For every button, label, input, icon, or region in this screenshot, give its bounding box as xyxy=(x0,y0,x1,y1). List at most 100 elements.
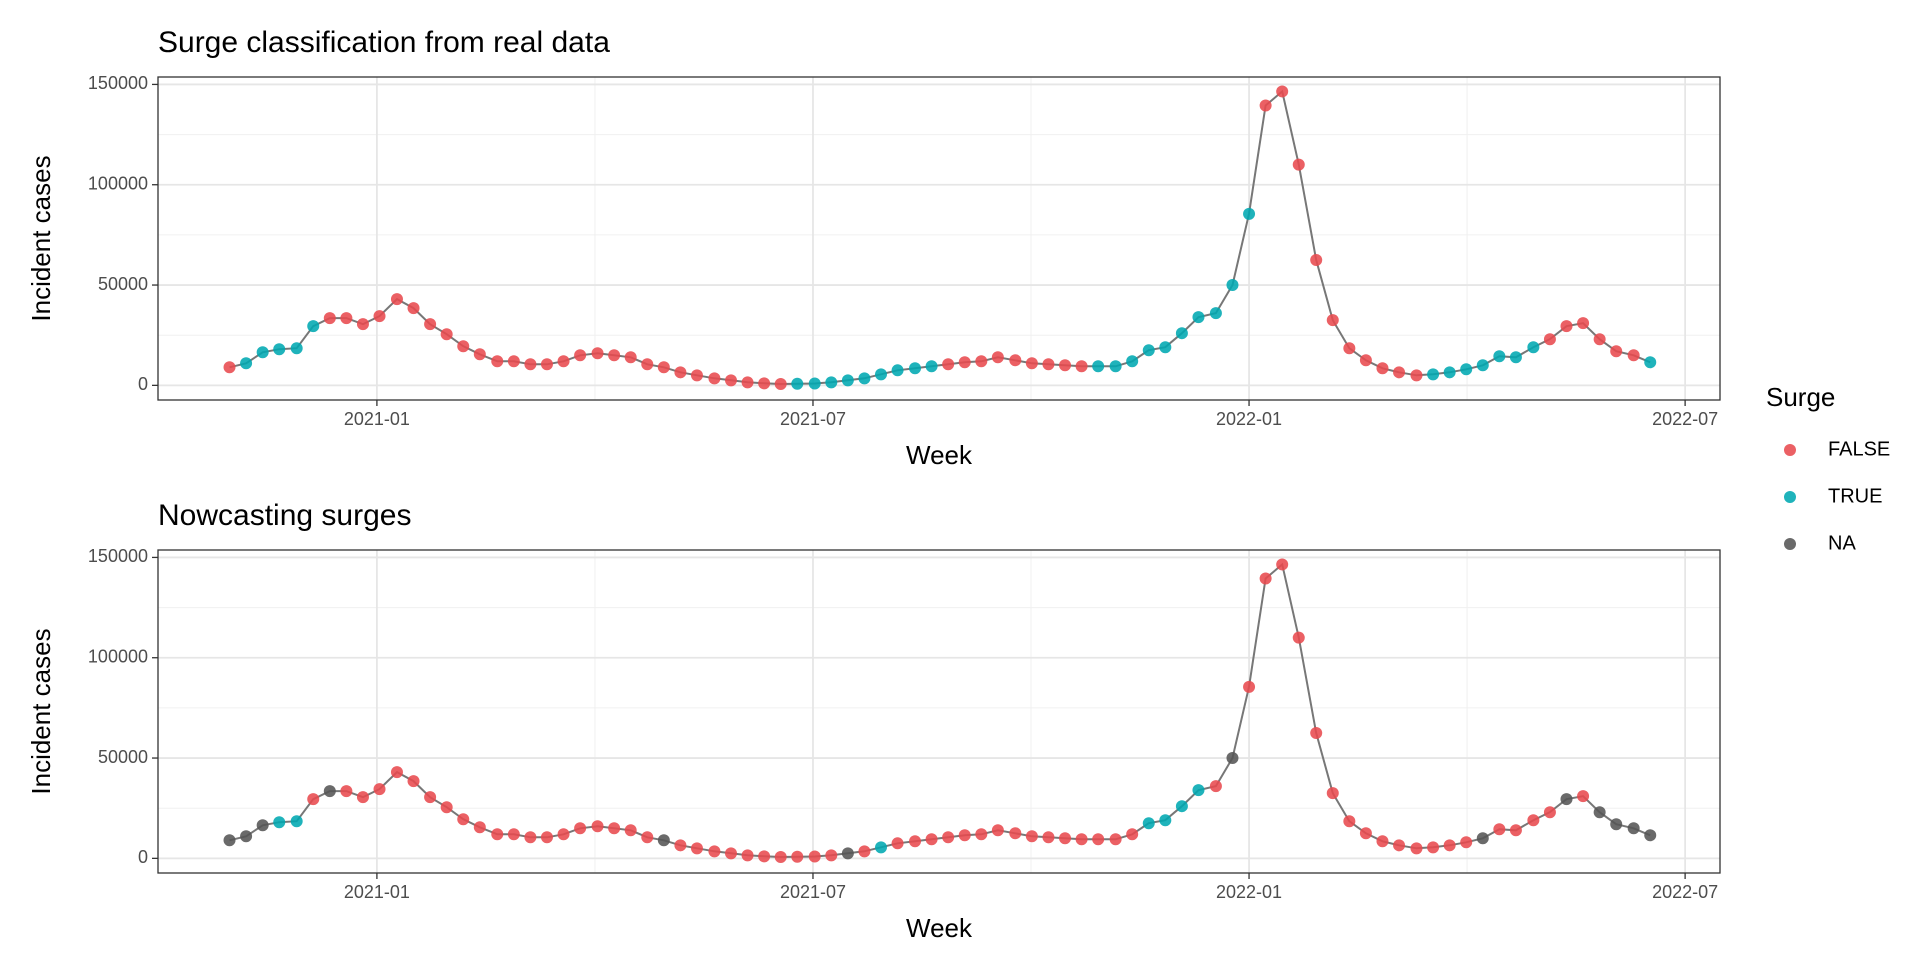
data-point xyxy=(223,834,236,847)
data-point xyxy=(473,348,486,361)
data-point xyxy=(1075,833,1088,846)
data-point xyxy=(875,841,888,854)
data-point xyxy=(858,845,871,858)
data-point xyxy=(1460,363,1473,376)
legend-label: NA xyxy=(1828,532,1856,554)
data-point xyxy=(540,358,553,371)
data-point xyxy=(1527,814,1540,827)
x-tick-label: 2022-07 xyxy=(1652,409,1718,429)
x-tick-label: 2021-01 xyxy=(344,882,410,902)
data-point xyxy=(340,312,353,325)
data-point xyxy=(724,847,737,860)
data-point xyxy=(1343,342,1356,355)
data-point xyxy=(808,850,821,863)
data-point xyxy=(1427,841,1440,854)
data-point xyxy=(1276,85,1289,98)
data-point xyxy=(323,312,336,325)
data-point xyxy=(925,833,938,846)
data-point xyxy=(791,377,804,390)
data-point xyxy=(1493,350,1506,363)
data-point xyxy=(942,358,955,371)
data-point xyxy=(1192,784,1205,797)
data-point xyxy=(1142,344,1155,357)
data-point xyxy=(390,293,403,306)
data-point xyxy=(1410,842,1423,855)
legend-label: TRUE xyxy=(1828,485,1882,507)
data-point xyxy=(557,828,570,841)
data-point xyxy=(373,783,386,796)
data-point xyxy=(1092,833,1105,846)
data-point xyxy=(1343,815,1356,828)
x-axis-title: Week xyxy=(906,913,973,943)
data-point xyxy=(1644,356,1657,369)
data-point xyxy=(1292,631,1305,644)
data-point xyxy=(1142,817,1155,830)
data-point xyxy=(925,360,938,373)
data-point xyxy=(1092,360,1105,373)
data-point xyxy=(473,821,486,834)
data-point xyxy=(741,849,754,862)
data-point xyxy=(1175,327,1188,340)
data-point xyxy=(1009,827,1022,840)
data-point xyxy=(240,830,253,843)
data-point xyxy=(507,355,520,368)
data-point xyxy=(407,775,420,788)
chart-title: Nowcasting surges xyxy=(158,499,411,532)
data-point xyxy=(491,355,504,368)
data-point xyxy=(608,822,621,835)
data-point xyxy=(1192,311,1205,324)
data-point xyxy=(1009,354,1022,367)
x-tick-label: 2022-01 xyxy=(1216,409,1282,429)
data-point xyxy=(223,361,236,374)
x-tick-label: 2021-01 xyxy=(344,409,410,429)
x-tick-label: 2022-07 xyxy=(1652,882,1718,902)
data-point xyxy=(1476,832,1489,845)
data-point xyxy=(1644,829,1657,842)
data-point xyxy=(356,318,369,331)
data-point xyxy=(1042,831,1055,844)
data-point xyxy=(1326,787,1339,800)
data-point xyxy=(808,377,821,390)
data-point xyxy=(891,364,904,377)
data-point xyxy=(273,343,286,356)
data-point xyxy=(624,351,637,364)
data-point xyxy=(1376,835,1389,848)
data-point xyxy=(1243,680,1256,693)
data-point xyxy=(1527,341,1540,354)
data-point xyxy=(1509,351,1522,364)
legend-key xyxy=(1784,444,1796,456)
legend-key xyxy=(1784,538,1796,550)
data-point xyxy=(791,850,804,863)
data-point xyxy=(290,342,303,355)
data-point xyxy=(774,377,787,390)
data-point xyxy=(356,791,369,804)
data-point xyxy=(373,310,386,323)
y-axis-title: Incident cases xyxy=(26,628,56,794)
data-point xyxy=(1577,317,1590,330)
data-point xyxy=(909,835,922,848)
data-point xyxy=(1509,824,1522,837)
data-point xyxy=(825,376,838,389)
data-point xyxy=(708,372,721,385)
data-point xyxy=(991,824,1004,837)
data-point xyxy=(1159,341,1172,354)
data-point xyxy=(424,318,437,331)
data-point xyxy=(958,829,971,842)
data-point xyxy=(1476,359,1489,372)
data-point xyxy=(1109,833,1122,846)
data-point xyxy=(1560,320,1573,333)
data-point xyxy=(657,834,670,847)
data-point xyxy=(440,801,453,814)
data-point xyxy=(1627,349,1640,362)
data-point xyxy=(524,358,537,371)
y-tick-label: 0 xyxy=(138,374,148,394)
data-point xyxy=(909,362,922,375)
data-point xyxy=(1075,360,1088,373)
data-point xyxy=(307,320,320,333)
y-tick-label: 100000 xyxy=(88,646,148,666)
data-point xyxy=(975,355,988,368)
data-point xyxy=(591,347,604,360)
data-point xyxy=(424,791,437,804)
data-point xyxy=(457,340,470,353)
